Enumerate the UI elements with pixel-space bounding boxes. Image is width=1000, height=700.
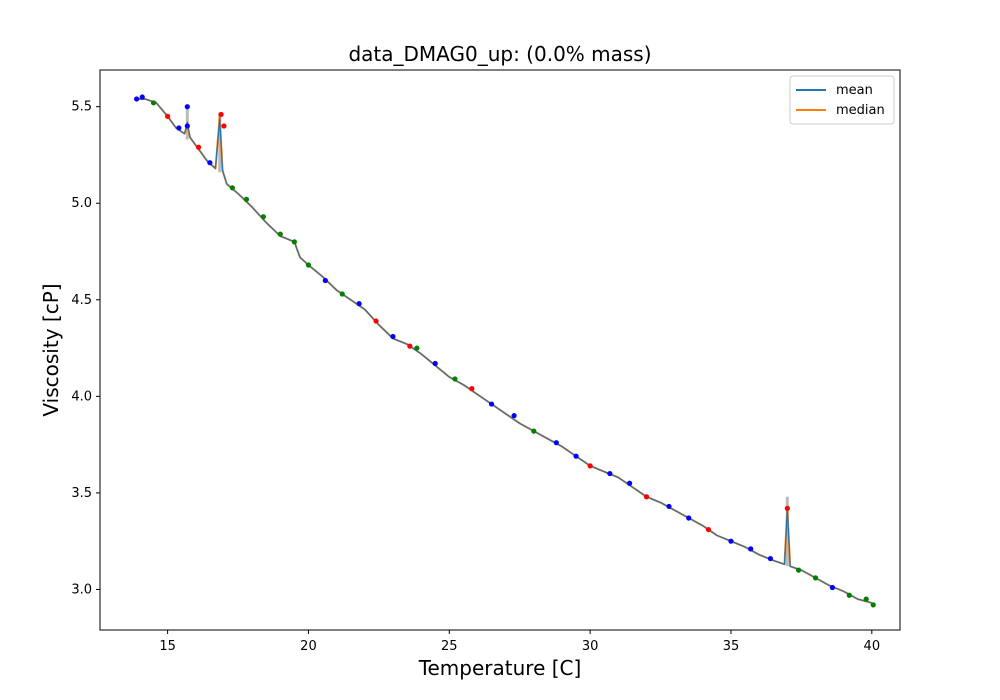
scatter-point xyxy=(573,453,579,459)
scatter-point xyxy=(607,470,613,477)
legend-median-label: median xyxy=(836,103,885,118)
scatter-point xyxy=(322,277,328,284)
scatter-point xyxy=(305,262,312,268)
scatter-point xyxy=(511,413,517,419)
y-axis-ticks: 3.0 3.5 4.0 4.5 5.0 5.5 xyxy=(71,100,100,597)
y-tick-label: 4.0 xyxy=(71,389,92,404)
y-tick-label: 3.5 xyxy=(71,486,92,501)
scatter-point xyxy=(390,333,396,340)
plot-area xyxy=(99,69,901,631)
y-axis-label: Viscosity [cP] xyxy=(39,283,63,416)
y-tick-label: 3.0 xyxy=(71,582,92,597)
scatter-point xyxy=(195,144,202,150)
scatter-point xyxy=(728,538,734,544)
x-tick-label: 40 xyxy=(864,639,881,654)
scatter-point xyxy=(207,160,213,166)
x-tick-label: 15 xyxy=(159,639,176,654)
y-tick-label: 4.5 xyxy=(71,293,92,308)
scatter-point xyxy=(686,515,692,521)
scatter-point xyxy=(784,505,790,511)
scatter-point xyxy=(218,111,224,118)
scatter-point xyxy=(184,123,190,129)
scatter-point xyxy=(553,440,559,446)
scatter-point xyxy=(373,318,379,324)
scatter-point xyxy=(846,592,852,598)
scatter-point xyxy=(134,96,140,102)
x-tick-label: 25 xyxy=(441,639,458,654)
x-axis-label: Temperature [C] xyxy=(418,656,582,680)
scatter-point xyxy=(243,196,250,202)
scatter-point xyxy=(870,602,876,608)
legend-mean-label: mean xyxy=(836,83,873,98)
scatter-point xyxy=(229,185,235,191)
scatter-point xyxy=(748,546,754,552)
scatter-point xyxy=(277,231,283,237)
scatter-point xyxy=(829,584,835,591)
scatter-point xyxy=(150,100,157,106)
scatter-point xyxy=(863,596,869,602)
scatter-point xyxy=(407,343,413,349)
scatter-points-layer xyxy=(134,94,876,608)
scatter-point xyxy=(795,567,802,573)
scatter-point xyxy=(221,123,227,129)
axes-frame xyxy=(99,69,901,631)
scatter-point xyxy=(432,360,438,367)
x-tick-label: 20 xyxy=(300,639,317,654)
scatter-point xyxy=(587,463,593,469)
legend: mean median xyxy=(789,75,895,125)
scatter-point xyxy=(643,494,650,500)
series-layer xyxy=(136,97,873,604)
scatter-point xyxy=(260,214,266,220)
chart-title: data_DMAG0_up: (0.0% mass) xyxy=(348,42,651,66)
scatter-point xyxy=(291,239,297,245)
scatter-point xyxy=(469,386,475,392)
y-tick-label: 5.0 xyxy=(71,196,92,211)
scatter-point xyxy=(767,555,774,562)
x-tick-label: 35 xyxy=(723,639,740,654)
legend-box xyxy=(789,75,895,125)
scatter-point xyxy=(812,575,819,581)
scatter-point xyxy=(626,480,633,486)
scatter-point xyxy=(705,526,712,533)
scatter-point xyxy=(165,113,171,119)
scatter-point xyxy=(488,401,495,407)
x-tick-label: 30 xyxy=(582,639,599,654)
series-line-mean xyxy=(136,98,872,604)
scatter-point xyxy=(176,125,182,131)
scatter-point xyxy=(531,428,537,434)
y-tick-label: 5.5 xyxy=(71,100,92,115)
x-axis-ticks: 15 20 25 30 35 40 xyxy=(159,630,880,654)
scatter-point xyxy=(414,345,420,351)
scatter-point xyxy=(356,301,362,307)
scatter-point xyxy=(184,104,190,110)
scatter-point xyxy=(666,503,672,510)
scatter-point xyxy=(339,291,345,297)
scatter-point xyxy=(139,94,145,100)
scatter-point xyxy=(452,376,458,382)
